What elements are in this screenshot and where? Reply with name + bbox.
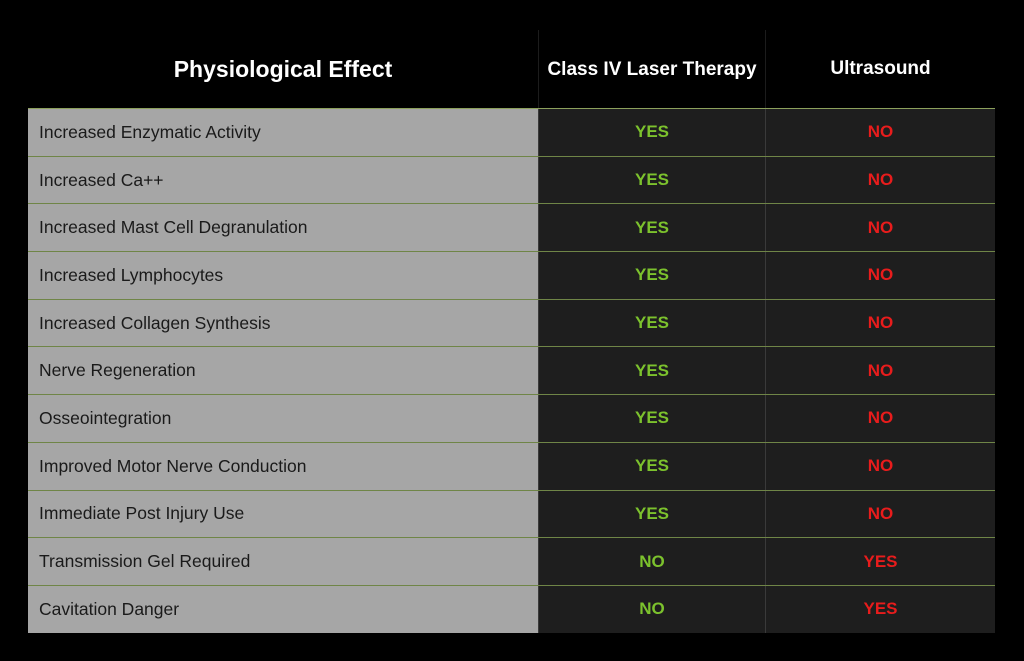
effect-cell: Immediate Post Injury Use bbox=[28, 490, 538, 538]
effect-cell: Cavitation Danger bbox=[28, 585, 538, 633]
laser-value-cell: YES bbox=[538, 109, 765, 156]
laser-value-cell: YES bbox=[538, 395, 765, 442]
laser-value-cell: YES bbox=[538, 299, 765, 347]
laser-value-cell: YES bbox=[538, 156, 765, 204]
laser-value-cell: NO bbox=[538, 538, 765, 585]
ultrasound-value-cell: YES bbox=[765, 585, 995, 633]
ultrasound-value-cell: NO bbox=[765, 442, 995, 490]
ultrasound-value-cell: NO bbox=[765, 347, 995, 395]
header-physiological-effect: Physiological Effect bbox=[173, 55, 393, 82]
effect-cell: Increased Lymphocytes bbox=[28, 252, 538, 299]
table-header: Physiological Effect Class IV Laser Ther… bbox=[28, 30, 995, 108]
table-row: Nerve Regeneration YES NO bbox=[28, 346, 995, 395]
laser-value-cell: YES bbox=[538, 252, 765, 299]
table-row: Immediate Post Injury Use YES NO bbox=[28, 489, 995, 538]
ultrasound-value-cell: NO bbox=[765, 156, 995, 204]
ultrasound-value-cell: NO bbox=[765, 204, 995, 252]
effect-cell: Increased Enzymatic Activity bbox=[28, 109, 538, 156]
table-row: Increased Ca++ YES NO bbox=[28, 155, 995, 204]
laser-value-cell: YES bbox=[538, 442, 765, 490]
effect-cell: Transmission Gel Required bbox=[28, 538, 538, 585]
ultrasound-value-cell: NO bbox=[765, 490, 995, 538]
effect-cell: Osseointegration bbox=[28, 395, 538, 442]
table-row: Increased Lymphocytes YES NO bbox=[28, 251, 995, 299]
table-row: Increased Mast Cell Degranulation YES NO bbox=[28, 203, 995, 252]
table-row: Transmission Gel Required NO YES bbox=[28, 537, 995, 585]
table-row: Improved Motor Nerve Conduction YES NO bbox=[28, 441, 995, 490]
ultrasound-value-cell: NO bbox=[765, 252, 995, 299]
comparison-table: Physiological Effect Class IV Laser Ther… bbox=[28, 30, 995, 633]
laser-value-cell: NO bbox=[538, 585, 765, 633]
effect-cell: Nerve Regeneration bbox=[28, 347, 538, 395]
ultrasound-value-cell: NO bbox=[765, 109, 995, 156]
effect-cell: Increased Mast Cell Degranulation bbox=[28, 204, 538, 252]
laser-value-cell: YES bbox=[538, 204, 765, 252]
table-row: Increased Collagen Synthesis YES NO bbox=[28, 298, 995, 347]
laser-value-cell: YES bbox=[538, 490, 765, 538]
header-ultrasound: Ultrasound bbox=[765, 30, 995, 108]
ultrasound-value-cell: NO bbox=[765, 299, 995, 347]
table-row: Increased Enzymatic Activity YES NO bbox=[28, 108, 995, 156]
effect-cell: Increased Ca++ bbox=[28, 156, 538, 204]
table-row: Osseointegration YES NO bbox=[28, 394, 995, 442]
header-class-iv-laser-therapy: Class IV Laser Therapy bbox=[538, 30, 765, 108]
effect-cell: Increased Collagen Synthesis bbox=[28, 299, 538, 347]
effect-cell: Improved Motor Nerve Conduction bbox=[28, 442, 538, 490]
ultrasound-value-cell: NO bbox=[765, 395, 995, 442]
ultrasound-value-cell: YES bbox=[765, 538, 995, 585]
table-row: Cavitation Danger NO YES bbox=[28, 584, 995, 633]
laser-value-cell: YES bbox=[538, 347, 765, 395]
table-body: Increased Enzymatic Activity YES NO Increas… bbox=[28, 108, 995, 633]
